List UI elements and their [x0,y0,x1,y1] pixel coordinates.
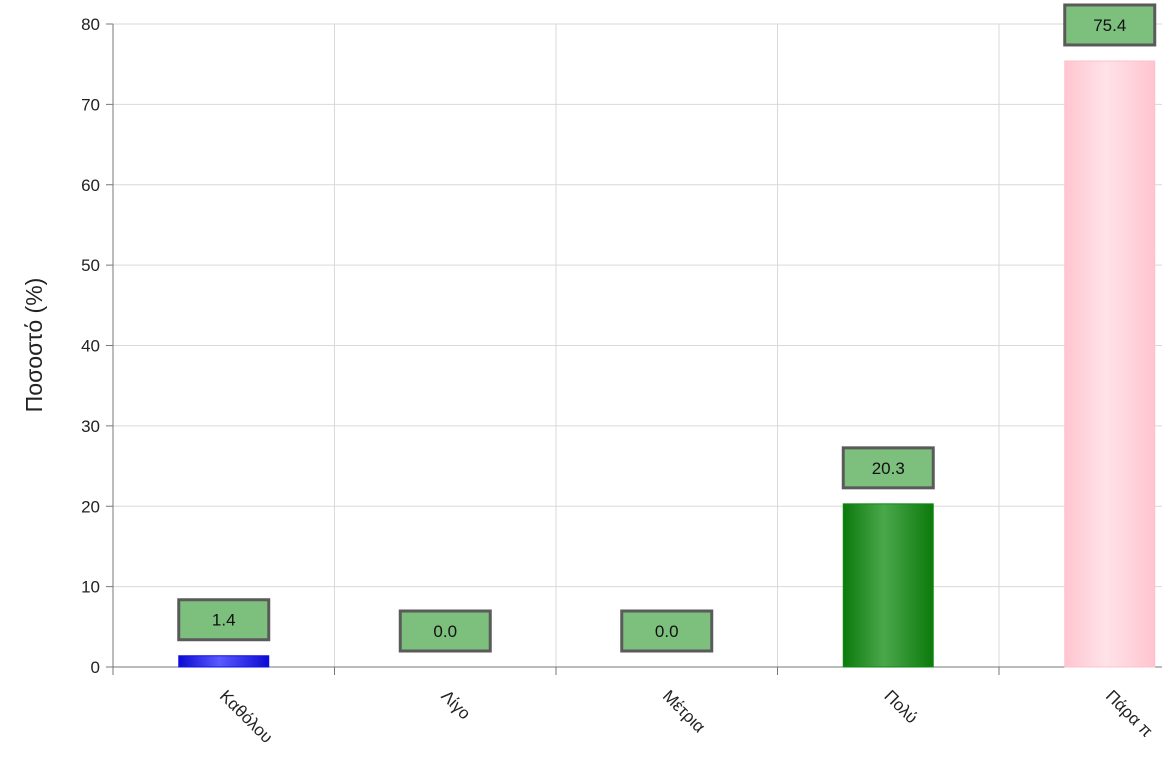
y-tick-label: 30 [81,417,100,436]
value-label: 1.4 [177,598,271,642]
value-label-box [620,609,714,653]
bar [842,503,934,668]
y-tick-label: 60 [81,176,100,195]
y-tick-label: 80 [81,15,100,34]
value-label-text: 0.0 [655,622,679,641]
value-label-box [1063,3,1157,47]
value-label: 75.4 [1063,3,1157,47]
bar [178,655,270,668]
value-label-text: 0.0 [433,622,457,641]
x-tick-label: Πάρα π [1102,686,1156,740]
value-label-text: 1.4 [212,611,236,630]
value-label-text: 20.3 [872,459,905,478]
grid-lines [113,23,1162,667]
value-label-box [177,598,271,642]
y-axis-title: Ποσοστό (%) [21,278,47,413]
y-tick-label: 70 [81,95,100,114]
value-label-text: 75.4 [1093,16,1126,35]
y-tick-label: 50 [81,256,100,275]
y-tick-label: 0 [91,658,100,677]
bar [1064,60,1156,668]
x-tick-label: Καθόλου [216,686,276,746]
y-tick-label: 20 [81,497,100,516]
value-label: 20.3 [841,446,935,490]
x-tick-label: Πολύ [880,686,921,727]
value-label: 0.0 [620,609,714,653]
x-tick-label: Μέτρια [659,686,709,736]
x-tick-label: Λίγο [437,686,474,723]
value-labels: 1.4 0.0 0.0 20.3 75.4 [177,3,1157,653]
y-tick-label: 10 [81,578,100,597]
value-label: 0.0 [398,609,492,653]
value-label-box [398,609,492,653]
bars [178,60,1156,668]
y-tick-label: 40 [81,337,100,356]
value-label-box [841,446,935,490]
